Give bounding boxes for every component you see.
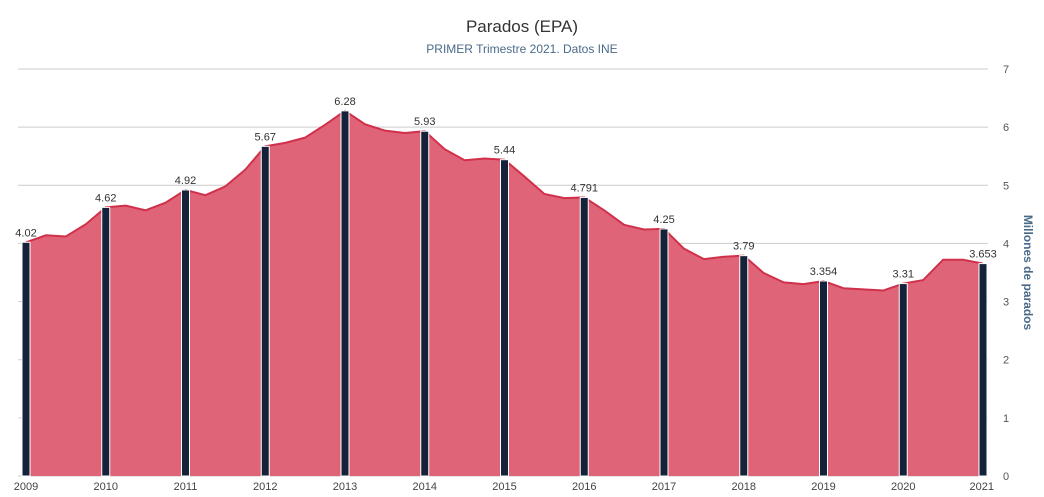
y-tick-label: 1: [1003, 413, 1009, 425]
y-tick-label: 5: [1003, 180, 1009, 192]
bar: [739, 255, 749, 477]
chart-subtitle: PRIMER Trimestre 2021. Datos INE: [426, 42, 618, 56]
x-tick-label: 2012: [253, 481, 277, 493]
x-tick-label: 2020: [891, 481, 915, 493]
chart-title: Parados (EPA): [465, 17, 579, 36]
data-label: 4.62: [95, 192, 116, 204]
bar: [420, 130, 430, 477]
bar: [579, 196, 589, 477]
x-tick-label: 2010: [94, 481, 118, 493]
bar: [819, 280, 828, 477]
data-label: 4.25: [653, 214, 674, 226]
data-label: 4.791: [570, 182, 598, 194]
bar: [659, 228, 669, 477]
data-label: 3.653: [969, 249, 997, 261]
y-tick-label: 7: [1003, 64, 1009, 76]
data-label: 6.28: [334, 96, 355, 108]
data-label: 3.354: [810, 266, 838, 278]
bar: [340, 110, 350, 477]
x-tick-label: 2011: [174, 481, 198, 493]
x-tick-label: 2014: [413, 481, 437, 493]
y-tick-label: 6: [1003, 122, 1009, 134]
y-tick-label: 4: [1003, 238, 1009, 250]
bar: [260, 145, 270, 477]
data-label: 5.44: [494, 145, 515, 157]
bar: [978, 263, 988, 477]
x-tick-label: 2018: [732, 481, 756, 493]
x-tick-label: 2009: [14, 481, 38, 493]
y-axis-title: Millones de parados: [1021, 215, 1035, 331]
data-label: 5.93: [414, 116, 435, 128]
x-tick-label: 2013: [333, 481, 357, 493]
x-tick-label: 2021: [970, 481, 994, 493]
bar: [181, 189, 190, 477]
x-tick-label: 2015: [492, 481, 516, 493]
y-tick-label: 0: [1003, 471, 1009, 483]
y-tick-label: 2: [1003, 355, 1009, 367]
bar: [21, 241, 31, 477]
data-label: 4.92: [175, 175, 196, 187]
bar: [500, 159, 509, 477]
x-tick-label: 2016: [572, 481, 596, 493]
x-tick-label: 2017: [652, 481, 676, 493]
data-label: 5.67: [255, 131, 276, 143]
bar: [898, 283, 908, 477]
data-label: 3.79: [733, 241, 754, 253]
data-label: 3.31: [893, 269, 914, 281]
data-label: 4.02: [15, 227, 36, 239]
x-tick-label: 2019: [811, 481, 835, 493]
bar: [101, 206, 111, 477]
y-tick-label: 3: [1003, 297, 1009, 309]
